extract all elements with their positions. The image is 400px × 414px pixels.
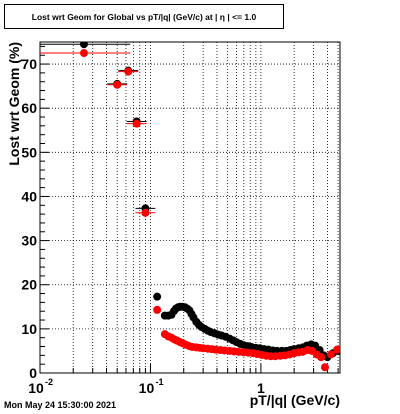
data-series-red — [40, 49, 340, 372]
data-point — [153, 292, 162, 301]
x-tick-label: 10 — [28, 380, 44, 396]
y-tick-label: 60 — [21, 100, 37, 116]
y-tick-label: 70 — [21, 56, 37, 72]
data-point — [317, 353, 326, 362]
x-tick-exponent: -2 — [45, 377, 53, 387]
data-series-black — [40, 42, 340, 362]
data-point — [132, 119, 141, 128]
y-axis-label: Lost wrt Geom (%) — [6, 42, 22, 166]
y-tick-label: 20 — [21, 277, 37, 293]
y-tick-label: 50 — [21, 144, 37, 160]
grid-lines — [40, 42, 340, 373]
y-tick-label: 40 — [21, 188, 37, 204]
data-point — [153, 305, 162, 314]
y-tick-label: 0 — [29, 365, 37, 381]
chart-title: Lost wrt Geom for Global vs pT/|q| (GeV/… — [31, 11, 257, 22]
x-tick-label: 10 — [139, 380, 155, 396]
chart-title-box: Lost wrt Geom for Global vs pT/|q| (GeV/… — [4, 4, 284, 29]
data-point — [124, 67, 133, 76]
y-tick-label: 30 — [21, 233, 37, 249]
x-tick-exponent: -1 — [155, 377, 163, 387]
axis-ticks — [39, 45, 339, 374]
footer-timestamp: Mon May 24 15:30:00 2021 — [4, 400, 117, 410]
x-axis-label: pT/|q| (GeV/c) — [250, 392, 340, 408]
data-point — [333, 345, 340, 354]
data-point — [79, 42, 88, 49]
data-point — [79, 49, 88, 58]
data-point — [326, 350, 335, 359]
data-point — [320, 363, 329, 372]
plot-frame — [39, 41, 341, 374]
y-tick-label: 10 — [21, 321, 37, 337]
x-tick-label: 1 — [257, 380, 265, 396]
data-point — [113, 80, 122, 89]
data-point — [141, 208, 150, 217]
